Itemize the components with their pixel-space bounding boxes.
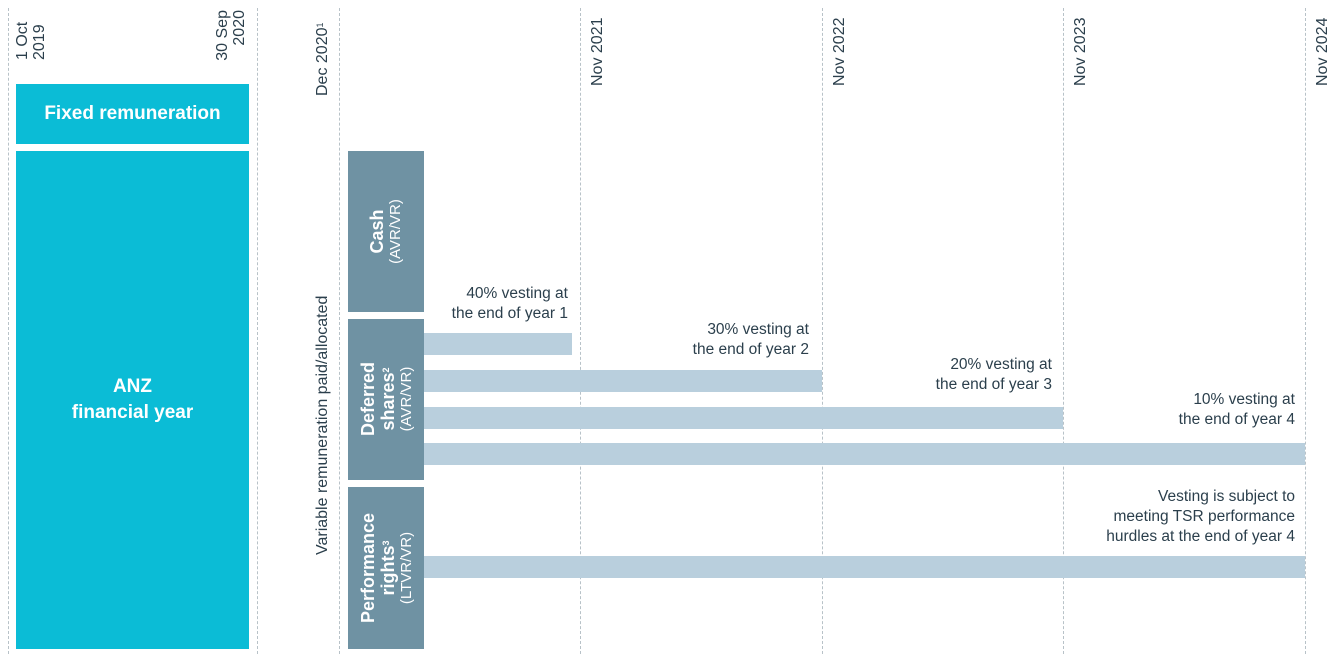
fixed-remuneration-box: Fixed remuneration xyxy=(16,84,249,144)
date-label-nov2021: Nov 2021 xyxy=(589,17,606,87)
date-label-oct2019: 1 Oct 2019 xyxy=(14,21,48,60)
date-label-sep2020: 1 Oct 30 Sep 2020 xyxy=(214,10,248,61)
guide-line-nov2022 xyxy=(822,8,823,654)
date-label-dec2020: Dec 20201 xyxy=(314,22,331,96)
guide-line-nov2024 xyxy=(1305,8,1306,654)
deferred-shares-box: Deferred shares2 (AVR/VR) xyxy=(348,319,424,480)
guide-line-dec2020 xyxy=(339,8,340,654)
vesting-bar-year1 xyxy=(424,333,572,355)
vesting-note-year3: 20% vesting at the end of year 3 xyxy=(935,356,1052,393)
vesting-bar-year3 xyxy=(424,407,1063,429)
guide-line-oct2019 xyxy=(8,8,9,654)
performance-rights-bar xyxy=(424,556,1305,578)
performance-rights-box: Performance rights3 (LTVR/VR) xyxy=(348,487,424,649)
vesting-bar-year2 xyxy=(424,370,822,392)
vesting-note-year4: 10% vesting at the end of year 4 xyxy=(1178,391,1295,428)
financial-year-box: ANZ financial year xyxy=(16,151,249,649)
guide-line-sep2020 xyxy=(257,8,258,654)
date-label-nov2022: Nov 2022 xyxy=(831,17,848,87)
date-label-nov2024: Nov 2024 xyxy=(1314,17,1331,87)
variable-remuneration-label: Variable remuneration paid/allocated xyxy=(314,295,331,555)
performance-vesting-note: Vesting is subject to meeting TSR perfor… xyxy=(1106,488,1295,545)
guide-line-nov2023 xyxy=(1063,8,1064,654)
vesting-note-year1: 40% vesting at the end of year 1 xyxy=(451,285,568,322)
vesting-note-year2: 30% vesting at the end of year 2 xyxy=(692,321,809,358)
date-label-nov2023: Nov 2023 xyxy=(1072,17,1089,87)
guide-line-nov2021 xyxy=(580,8,581,654)
vesting-bar-year4 xyxy=(424,443,1305,465)
cash-box: Cash (AVR/VR) xyxy=(348,151,424,312)
